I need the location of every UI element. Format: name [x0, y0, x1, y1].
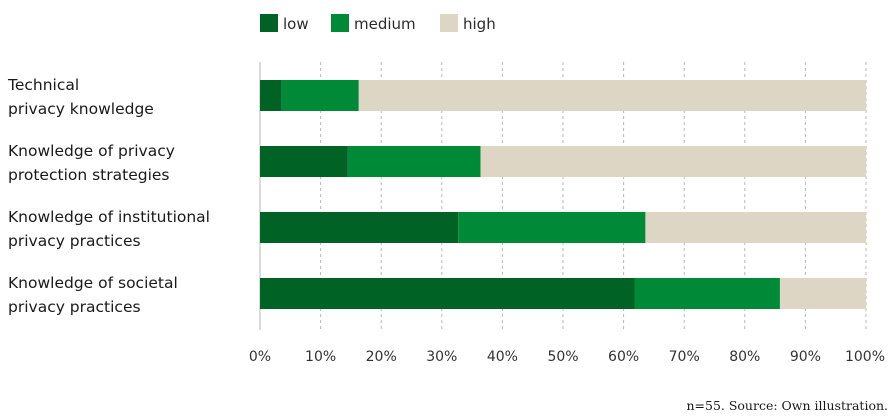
x-axis-ticks: 0% 10% 20% 30% 40% 50% 60% 70% 80% 90% 100% [249, 349, 885, 365]
legend: low medium high [260, 14, 496, 33]
x-tick-label: 80% [729, 349, 760, 365]
bar-segment-high [645, 212, 866, 243]
x-tick-label: 30% [426, 349, 457, 365]
category-label: privacy practices [8, 298, 141, 316]
bar-segment-high [358, 80, 866, 111]
bar-segment-low [260, 80, 282, 111]
x-tick-label: 60% [608, 349, 639, 365]
category-labels: Technical privacy knowledge Knowledge of p… [7, 76, 210, 316]
bar-segment-low [260, 212, 459, 243]
x-tick-label: 90% [790, 349, 821, 365]
legend-swatch-high [440, 14, 458, 32]
category-label: privacy practices [8, 232, 141, 250]
bar-segment-medium [458, 212, 646, 243]
legend-label-low: low [283, 15, 309, 33]
category-label: Knowledge of societal [8, 274, 178, 292]
category-label: protection strategies [8, 166, 170, 184]
bar-segment-medium [634, 278, 780, 309]
legend-label-medium: medium [354, 15, 416, 33]
bar-segment-low [260, 146, 348, 177]
bar-segment-low [260, 278, 635, 309]
x-tick-label: 20% [366, 349, 397, 365]
x-tick-label: 40% [487, 349, 518, 365]
x-tick-label: 0% [249, 349, 271, 365]
bar-segment-high [779, 278, 866, 309]
bars [260, 80, 866, 309]
x-tick-label: 70% [669, 349, 700, 365]
source-note: n=55. Source: Own illustration. [686, 398, 888, 413]
bar-segment-high [480, 146, 866, 177]
legend-swatch-low [260, 14, 278, 32]
x-tick-label: 10% [305, 349, 336, 365]
category-label: privacy knowledge [8, 100, 154, 118]
x-tick-label: 100% [845, 349, 885, 365]
legend-label-high: high [463, 15, 496, 33]
legend-swatch-medium [331, 14, 349, 32]
x-tick-label: 50% [547, 349, 578, 365]
category-label: Technical [7, 76, 79, 94]
bar-segment-medium [347, 146, 481, 177]
category-label: Knowledge of institutional [8, 208, 210, 226]
bar-segment-medium [281, 80, 359, 111]
category-label: Knowledge of privacy [8, 142, 175, 160]
